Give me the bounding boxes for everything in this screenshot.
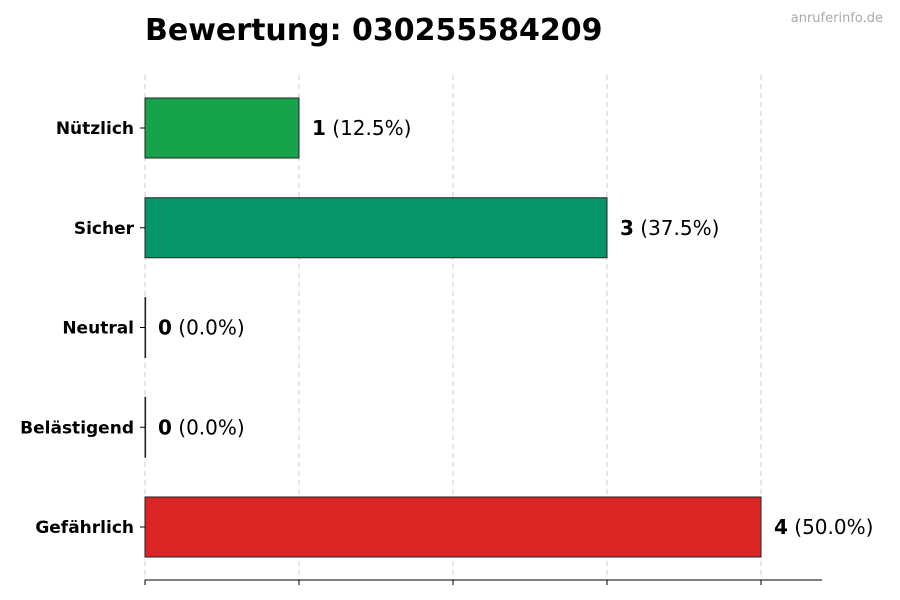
data-label-percent: (0.0%)	[172, 316, 245, 340]
bar	[144, 297, 147, 358]
category-label: Neutral	[62, 319, 134, 339]
bars	[144, 97, 762, 558]
labels: Nützlich 1 (12.5%) Sicher 3 (37.5%) Neutral 0…	[20, 116, 873, 539]
data-label-count: 0	[158, 415, 172, 439]
data-label-count: 1	[312, 116, 326, 140]
data-label-count: 0	[158, 316, 172, 340]
data-label: 1 (12.5%)	[312, 116, 411, 140]
category-label: Belästigend	[20, 418, 134, 438]
bar	[144, 396, 147, 458]
data-label: 4 (50.0%)	[774, 515, 873, 539]
data-label-percent: (12.5%)	[326, 116, 412, 140]
category-label: Gefährlich	[35, 518, 134, 538]
category-label: Sicher	[74, 219, 135, 239]
axes	[140, 127, 822, 585]
chart-title: Bewertung: 030255584209	[145, 13, 603, 48]
data-label-percent: (50.0%)	[788, 515, 874, 539]
category-label: Nützlich	[56, 119, 134, 139]
data-label-count: 3	[620, 216, 634, 240]
bar	[144, 197, 608, 259]
data-label-percent: (37.5%)	[634, 216, 720, 240]
data-label-percent: (0.0%)	[172, 415, 245, 439]
bar	[144, 97, 300, 159]
data-label: 0 (0.0%)	[158, 316, 245, 340]
data-label: 3 (37.5%)	[620, 216, 719, 240]
data-label: 0 (0.0%)	[158, 415, 245, 439]
watermark: anruferinfo.de	[791, 11, 883, 26]
bar	[144, 496, 762, 558]
data-label-count: 4	[774, 515, 788, 539]
